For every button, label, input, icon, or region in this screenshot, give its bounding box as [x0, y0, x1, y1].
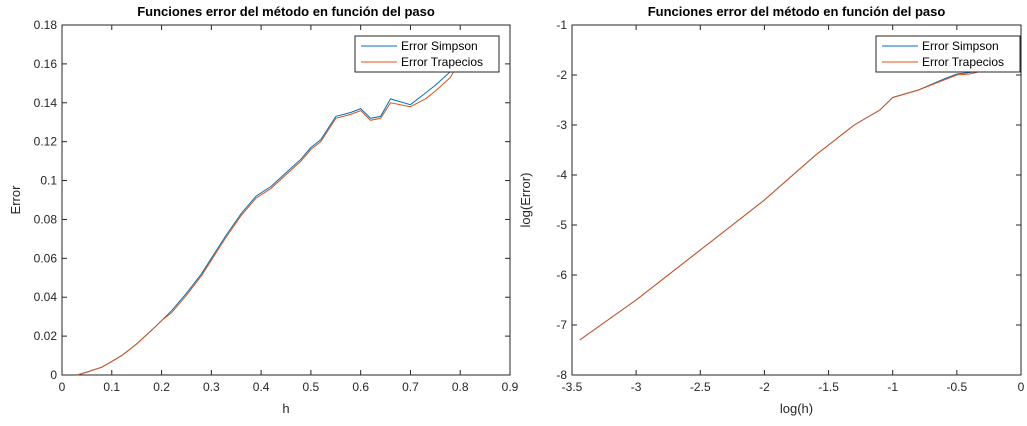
x-axis-label: log(h) — [780, 401, 813, 416]
x-tick-label: 0.1 — [103, 380, 120, 394]
series-line-simpson — [579, 69, 983, 341]
y-tick-label: 0.02 — [34, 329, 58, 343]
x-tick-label: 0.9 — [502, 380, 519, 394]
series-line-trapecios — [579, 70, 983, 341]
x-tick-label: -3.5 — [562, 380, 583, 394]
y-tick-label: -3 — [556, 118, 567, 132]
chart-title: Funciones error del método en función de… — [648, 4, 946, 19]
x-tick-label: -0.5 — [947, 380, 968, 394]
x-tick-label: 0.5 — [303, 380, 320, 394]
legend-entry: Error Simpson — [401, 39, 478, 53]
x-tick-label: 0 — [59, 380, 66, 394]
legend: Error Simpson Error Trapecios — [875, 35, 1021, 73]
y-tick-label: 0.06 — [34, 251, 58, 265]
series-line-simpson — [76, 38, 476, 376]
x-tick-label: -2.5 — [690, 380, 711, 394]
chart-title: Funciones error del método en función de… — [137, 4, 435, 19]
y-tick-label: 0.08 — [34, 212, 58, 226]
y-tick-label: -4 — [556, 168, 567, 182]
y-tick-label: 0 — [50, 368, 57, 382]
y-tick-label: -6 — [556, 268, 567, 282]
y-tick-label: 0.16 — [34, 57, 58, 71]
x-tick-label: 0.3 — [203, 380, 220, 394]
y-tick-label: -5 — [556, 218, 567, 232]
x-tick-label: -3 — [631, 380, 642, 394]
plot-area — [61, 24, 511, 376]
x-tick-label: 0.8 — [452, 380, 469, 394]
x-tick-label: -1 — [887, 380, 898, 394]
x-tick-label: -1.5 — [818, 380, 839, 394]
y-tick-label: 0.1 — [40, 174, 57, 188]
legend: Error Simpson Error Trapecios — [354, 35, 500, 73]
y-tick-label: 0.14 — [34, 96, 58, 110]
x-tick-label: 0 — [1018, 380, 1025, 394]
chart-panel-2: -3.5 -3 -2.5 -2 -1.5 -1 -0.5 0 -8 -7 -6 -5 -4 -3 -2 -1 F… — [518, 4, 1025, 416]
plot-area — [571, 24, 1022, 376]
y-tick-label: -1 — [556, 18, 567, 32]
y-tick-label: -2 — [556, 68, 567, 82]
x-tick-label: 0.4 — [253, 380, 270, 394]
y-tick-label: -7 — [556, 318, 567, 332]
legend-entry: Error Trapecios — [401, 55, 483, 69]
x-tick-label: 0.6 — [352, 380, 369, 394]
x-tick-label: 0.2 — [153, 380, 170, 394]
y-tick-label: 0.04 — [34, 290, 58, 304]
x-axis-label: h — [282, 401, 289, 416]
x-tick-label: -2 — [759, 380, 770, 394]
legend-entry: Error Simpson — [922, 39, 999, 53]
y-axis-label: log(Error) — [518, 173, 533, 228]
legend-entry: Error Trapecios — [922, 55, 1004, 69]
y-tick-label: 0.12 — [34, 135, 58, 149]
y-tick-label: 0.18 — [34, 18, 58, 32]
y-tick-label: -8 — [556, 368, 567, 382]
x-tick-label: 0.7 — [402, 380, 419, 394]
chart-panel-1: 0 0.1 0.2 0.3 0.4 0.5 0.6 0.7 0.8 0.9 0 0.02 0.04 0.0… — [8, 4, 519, 416]
y-axis-label: Error — [8, 185, 23, 215]
series-line-trapecios — [76, 42, 476, 376]
legend-box — [354, 35, 500, 73]
legend-box — [875, 35, 1021, 73]
